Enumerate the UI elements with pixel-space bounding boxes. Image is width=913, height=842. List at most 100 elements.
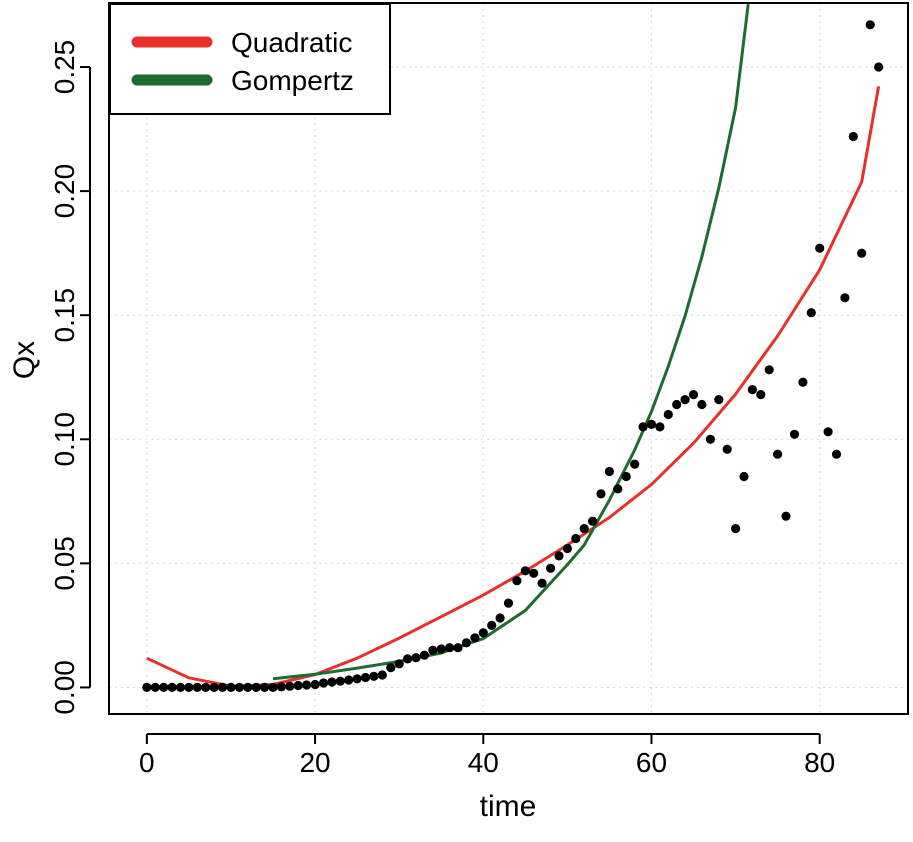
data-point xyxy=(478,628,488,638)
data-point xyxy=(697,399,707,410)
x-tick-label: 20 xyxy=(299,747,330,778)
data-point xyxy=(840,293,850,303)
x-tick-label: 60 xyxy=(636,747,667,778)
data-point xyxy=(184,682,194,693)
data-points xyxy=(142,20,884,693)
y-tick-label: 0.15 xyxy=(49,288,80,343)
data-point xyxy=(773,449,783,459)
data-point xyxy=(520,566,530,576)
data-point xyxy=(276,682,286,692)
data-point xyxy=(764,365,774,375)
data-point xyxy=(655,422,665,432)
data-point xyxy=(369,671,379,681)
y-tick-label: 0.10 xyxy=(49,412,80,467)
x-tick-label: 0 xyxy=(139,747,155,778)
x-tick-label: 40 xyxy=(468,747,499,778)
data-point xyxy=(714,395,724,405)
data-point xyxy=(436,644,446,654)
plot-frame xyxy=(108,2,909,715)
data-point xyxy=(646,419,657,429)
data-point xyxy=(386,663,396,673)
data-point xyxy=(461,638,471,648)
data-point xyxy=(596,489,606,499)
data-point xyxy=(546,563,556,573)
data-point xyxy=(201,682,211,693)
data-point xyxy=(789,429,800,439)
data-point xyxy=(251,682,261,693)
data-point xyxy=(318,678,329,688)
data-point xyxy=(865,20,875,30)
data-point xyxy=(209,682,219,693)
data-point xyxy=(394,659,404,669)
x-tick-label: 80 xyxy=(804,747,835,778)
y-tick-label: 0.25 xyxy=(49,40,80,95)
data-point xyxy=(243,682,253,693)
data-point xyxy=(848,131,858,142)
data-point xyxy=(377,670,387,680)
data-point xyxy=(613,484,623,494)
data-point xyxy=(672,399,682,410)
data-point xyxy=(571,533,581,544)
data-point xyxy=(260,682,270,693)
data-point xyxy=(705,434,716,444)
data-point xyxy=(747,385,758,395)
data-point xyxy=(310,679,320,690)
data-point xyxy=(403,654,413,664)
data-point xyxy=(503,598,514,608)
data-point xyxy=(159,682,169,693)
data-point xyxy=(579,524,589,534)
data-point xyxy=(604,466,615,477)
data-point xyxy=(781,511,791,521)
data-point xyxy=(688,390,699,400)
data-point xyxy=(638,422,648,432)
data-point xyxy=(722,444,732,454)
data-point xyxy=(731,524,741,534)
data-point xyxy=(234,682,244,693)
data-point xyxy=(663,409,673,420)
data-point xyxy=(588,516,598,526)
data-point xyxy=(150,682,160,693)
data-point xyxy=(874,62,884,72)
data-point xyxy=(470,633,480,643)
data-point xyxy=(831,449,842,459)
data-point xyxy=(445,643,455,653)
data-point xyxy=(562,543,573,554)
y-tick-label: 0.05 xyxy=(49,536,80,591)
data-point xyxy=(487,620,497,631)
data-point xyxy=(268,682,278,693)
data-point xyxy=(512,576,522,586)
y-tick-label: 0.20 xyxy=(49,164,80,219)
data-point xyxy=(226,682,236,693)
series-line-quadratic xyxy=(146,86,881,688)
data-point xyxy=(327,677,337,687)
data-point xyxy=(360,672,371,683)
legend: Quadratic Gompertz xyxy=(109,3,391,115)
data-point xyxy=(175,682,186,693)
data-point xyxy=(537,578,547,588)
y-tick-label: 0.00 xyxy=(49,660,80,715)
data-point xyxy=(302,680,312,690)
data-point xyxy=(285,681,295,691)
data-point xyxy=(857,248,867,258)
data-point xyxy=(823,427,833,437)
legend-box xyxy=(109,3,391,115)
data-point xyxy=(335,676,345,686)
data-point xyxy=(411,653,421,663)
x-axis-title: time xyxy=(480,790,537,823)
data-point xyxy=(554,551,564,561)
data-point xyxy=(806,308,816,318)
data-point xyxy=(630,459,640,469)
data-point xyxy=(621,471,631,482)
data-point xyxy=(419,650,429,660)
data-point xyxy=(815,243,825,253)
data-point xyxy=(529,568,539,578)
y-axis-title: Qx xyxy=(8,341,41,379)
legend-label-gompertz: Gompertz xyxy=(231,65,354,96)
data-point xyxy=(453,643,463,653)
data-point xyxy=(495,613,505,623)
data-point xyxy=(217,682,228,693)
data-point xyxy=(344,675,354,685)
axes: 0 20 40 60 80 0.00 0.05 0.10 0.15 0.20 0.25 xyxy=(49,40,835,778)
data-point xyxy=(680,395,690,405)
